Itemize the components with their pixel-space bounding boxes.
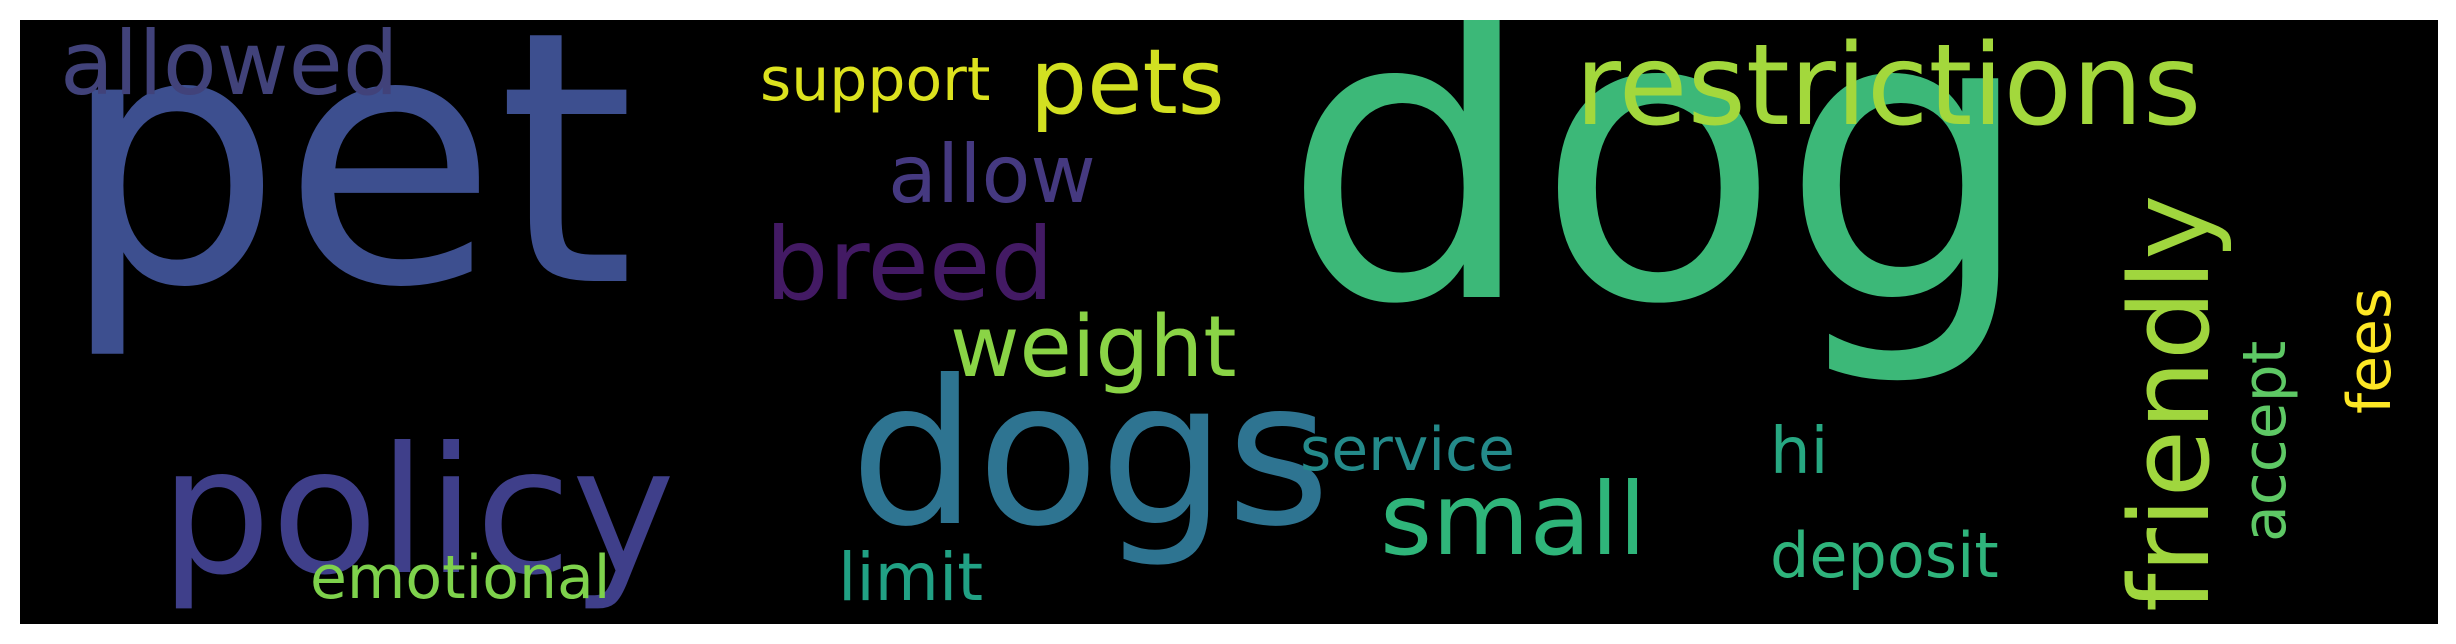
word-dogs: dogs (850, 338, 1331, 571)
word-policy: policy (160, 411, 676, 614)
word-allowed: allowed (60, 20, 399, 115)
word-emotional: emotional (310, 543, 611, 613)
word-service: service (1300, 415, 1515, 485)
word-fees: fees (2335, 287, 2405, 414)
word-accept: accept (2230, 340, 2300, 542)
word-friendly: friendly (2106, 194, 2234, 612)
word-small: small (1380, 461, 1647, 578)
word-limit: limit (838, 539, 984, 616)
word-pets: pets (1030, 30, 1225, 135)
word-restrictions: restrictions (1575, 21, 2202, 151)
word-breed: breed (765, 206, 1054, 323)
word-weight: weight (950, 298, 1237, 397)
word-cloud: dog pet dogs policy restrictions friendl… (20, 20, 2438, 624)
word-pet: pet (60, 20, 635, 364)
word-hi: hi (1770, 415, 1829, 489)
word-deposit: deposit (1770, 519, 1999, 592)
word-allow: allow (888, 128, 1096, 221)
word-dog: dog (1282, 20, 2035, 392)
word-support: support (760, 45, 991, 115)
